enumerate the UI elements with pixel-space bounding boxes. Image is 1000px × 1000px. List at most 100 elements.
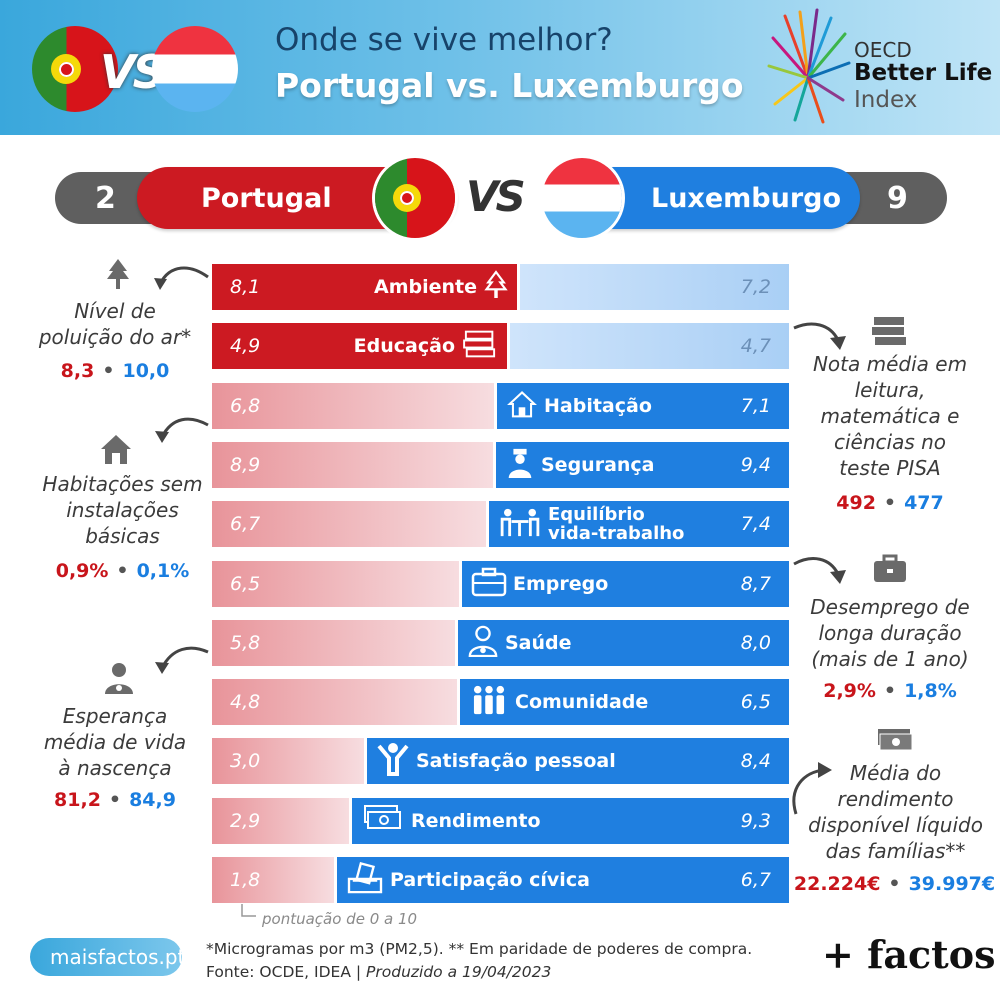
category-label: Emprego [465, 561, 608, 607]
oecd-line2: Better Life [854, 60, 993, 86]
housing-lu-value: 0,1% [136, 560, 190, 582]
pisa-note-line5: teste PISA [839, 456, 941, 480]
row-saúde: 5,8 8,0 Saúde [212, 620, 789, 666]
pisa-note-line2: leitura, [854, 378, 926, 402]
income-note-line4: das famílias** [825, 839, 966, 863]
money-icon [361, 804, 405, 839]
category-text: Emprego [513, 573, 609, 595]
category-label: Educação [354, 323, 505, 369]
pisa-note-line4: ciências no [833, 430, 947, 454]
portugal-value: 8,9 [230, 454, 261, 476]
scale-bracket [241, 904, 256, 917]
life-note-line3: à nascença [58, 756, 172, 780]
income-note-line2: rendimento [837, 787, 954, 811]
arrow-icon [155, 417, 209, 443]
income-note-line1: Média do [849, 761, 942, 785]
luxembourg-value: 8,0 [740, 632, 771, 654]
unemployment-lu-value: 1,8% [904, 680, 957, 702]
doctor-icon [467, 625, 499, 662]
portugal-bar [212, 857, 334, 903]
category-text: Comunidade [515, 691, 649, 713]
pisa-values: 492 • 477 [836, 492, 944, 514]
portugal-value: 5,8 [230, 632, 261, 654]
footnote: *Microgramas por m3 (PM2,5). ** Em parid… [206, 940, 753, 958]
header-banner: VS Onde se vive melhor? Portugal vs. Lux… [0, 0, 1000, 135]
air-note-line1: Nível de [74, 299, 156, 323]
category-text: Educação [353, 335, 455, 357]
portugal-bar [212, 383, 494, 429]
arrow-icon [793, 322, 846, 350]
unemployment-note-line2: longa duração [818, 621, 962, 645]
housing-note-line3: básicas [85, 524, 160, 548]
air-values: 8,3 • 10,0 [60, 360, 170, 382]
income-pt-value: 22.224€ [793, 873, 881, 895]
air-pt-value: 8,3 [60, 360, 95, 382]
arrow-icon [155, 646, 209, 674]
portugal-value: 6,5 [230, 573, 261, 595]
category-text: Satisfação pessoal [416, 750, 616, 772]
category-label: Segurança [499, 442, 655, 488]
air-note: Nível de poluição do ar* [20, 298, 210, 350]
category-label: Participação cívica [340, 857, 590, 903]
pisa-note: Nota média em leitura, matemática e ciên… [800, 351, 980, 481]
page-subtitle: Portugal vs. Luxemburgo [275, 66, 744, 105]
site-badge[interactable]: maisfactos.pt [30, 938, 185, 976]
luxembourg-bar [496, 442, 789, 488]
briefcase-icon [874, 554, 906, 582]
unemployment-pt-value: 2,9% [823, 680, 876, 702]
category-text: Habitação [544, 395, 652, 417]
pisa-lu-value: 477 [904, 492, 944, 514]
luxembourg-bar [460, 679, 789, 725]
row-equilíbrio-vida-trabalho: 6,7 7,4 Equilíbrio vida-trabalho [212, 501, 789, 547]
tree-icon [107, 259, 129, 289]
category-text: Participação cívica [390, 869, 590, 891]
unemployment-note: Desemprego de longa duração (mais de 1 a… [795, 594, 985, 672]
category-label: Satisfação pessoal [370, 738, 616, 784]
brand-logo: + factos [822, 932, 996, 977]
source-line: Fonte: OCDE, IDEA | Produzido a 19/04/20… [206, 963, 551, 981]
unemployment-note-line1: Desemprego de [810, 595, 970, 619]
income-note: Média do rendimento disponível líquido d… [798, 760, 993, 864]
luxembourg-bar [458, 620, 789, 666]
luxembourg-value: 4,7 [740, 335, 771, 357]
portugal-flag-icon [32, 26, 118, 112]
briefcase-icon [471, 567, 507, 602]
oecd-line3: Index [854, 87, 918, 113]
income-values: 22.224€ • 39.997€ [793, 873, 996, 895]
row-ambiente: 8,1 7,2 Ambiente [212, 264, 789, 310]
pisa-note-line1: Nota média em [812, 352, 968, 376]
tree-icon [483, 269, 509, 305]
portugal-value: 4,8 [230, 691, 261, 713]
portugal-score-value: 2 [95, 180, 116, 216]
source-text: Fonte: OCDE, IDEA | [206, 963, 367, 981]
row-segurança: 8,9 9,4 Segurança [212, 442, 789, 488]
housing-note-line2: instalações [66, 498, 179, 522]
portugal-bar [212, 561, 459, 607]
luxembourg-value: 8,4 [740, 750, 771, 772]
portugal-bar [212, 442, 493, 488]
luxembourg-bar [520, 264, 789, 310]
life-values: 81,2 • 84,9 [54, 789, 176, 811]
house-icon [101, 435, 131, 464]
books-icon [461, 329, 499, 364]
luxembourg-value: 9,3 [740, 810, 771, 832]
luxembourg-bar [352, 798, 789, 844]
books-icon [872, 317, 906, 345]
category-text: Ambiente [374, 276, 477, 298]
category-text: Saúde [505, 632, 572, 654]
portugal-bar [212, 264, 517, 310]
money-icon [878, 729, 913, 751]
scale-note: pontuação de 0 a 10 [262, 910, 418, 928]
category-label: Equilíbrio vida-trabalho [492, 501, 684, 547]
luxembourg-flag-icon [152, 26, 238, 112]
ballot-icon [346, 861, 384, 899]
arrow-icon [154, 266, 209, 290]
row-comunidade: 4,8 6,5 Comunidade [212, 679, 789, 725]
income-note-line3: disponível líquido [808, 813, 983, 837]
luxembourg-value: 6,5 [740, 691, 771, 713]
luxembourg-value: 6,7 [740, 869, 771, 891]
work-life-icon [498, 506, 542, 542]
category-label: Habitação [500, 383, 652, 429]
oecd-logo-icon [767, 8, 851, 124]
oecd-line1: OECD [854, 38, 912, 62]
